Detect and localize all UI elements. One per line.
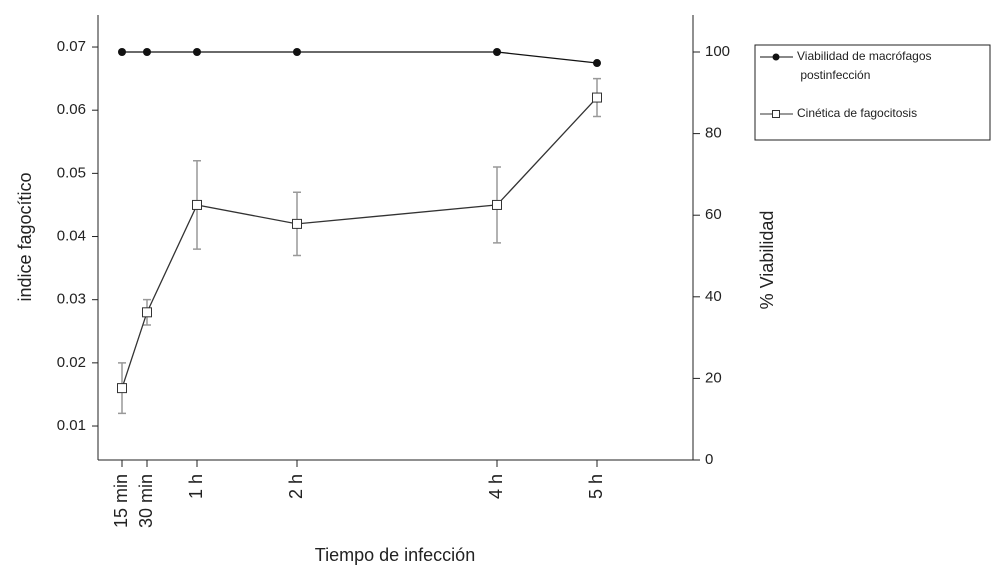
y-tick-label: 0.01	[57, 417, 86, 434]
y-tick-label: 0.03	[57, 291, 86, 308]
point	[193, 48, 201, 57]
legend-label: Viabilidad de macrófagos postinfección	[797, 49, 932, 82]
point	[142, 307, 152, 318]
x-tick-label: 4 h	[486, 474, 506, 499]
y-tick-label: 0.04	[57, 227, 86, 244]
point	[593, 59, 601, 68]
y-axis-label: indice fagocítico	[15, 172, 35, 301]
legend-marker	[772, 110, 780, 118]
x-tick-label: 2 h	[286, 474, 306, 499]
y2-tick-label: 20	[705, 369, 722, 386]
y-tick-label: 0.07	[57, 38, 86, 55]
y2-tick-label: 40	[705, 288, 722, 305]
x-axis-label: Tiempo de infección	[315, 545, 475, 565]
point	[592, 92, 602, 103]
point	[117, 383, 127, 394]
x-tick-label: 15 min	[111, 474, 131, 528]
x-tick-label: 1 h	[186, 474, 206, 499]
y-tick-label: 0.06	[57, 101, 86, 118]
y2-tick-label: 60	[705, 206, 722, 223]
point	[292, 218, 302, 229]
point	[192, 199, 202, 210]
legend-marker	[772, 53, 780, 61]
series-line	[121, 97, 598, 389]
point	[118, 48, 126, 57]
point	[492, 199, 502, 210]
x-tick-label: 5 h	[586, 474, 606, 499]
y2-tick-label: 100	[705, 43, 730, 60]
legend-label: Cinética de fagocitosis	[797, 106, 917, 120]
point	[143, 48, 151, 57]
point	[493, 48, 501, 57]
point	[293, 48, 301, 57]
y2-tick-label: 0	[705, 451, 713, 468]
y-tick-label: 0.02	[57, 354, 86, 371]
x-tick-label: 30 min	[136, 474, 156, 528]
series-line	[122, 51, 598, 64]
y-tick-label: 0.05	[57, 164, 86, 181]
y2-tick-label: 80	[705, 125, 722, 142]
legend-box	[754, 44, 991, 141]
y2-axis-label: % Viabilidad	[757, 211, 777, 310]
